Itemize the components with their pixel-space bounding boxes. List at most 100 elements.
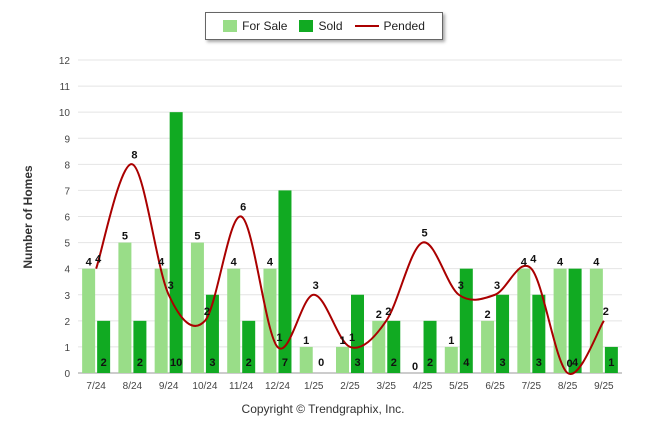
x-tick-label: 12/24 bbox=[265, 381, 290, 392]
bar-sold bbox=[532, 294, 546, 373]
data-label-for-sale: 4 bbox=[593, 257, 600, 269]
data-label-pended: 1 bbox=[349, 332, 355, 344]
bar-for-sale bbox=[517, 268, 531, 373]
legend-label-for-sale: For Sale bbox=[242, 19, 288, 33]
bar-for-sale bbox=[336, 346, 349, 373]
data-label-for-sale: 4 bbox=[158, 257, 165, 269]
bar-sold bbox=[496, 294, 510, 373]
x-tick-label: 9/25 bbox=[594, 381, 614, 392]
bars bbox=[82, 112, 618, 374]
data-label-for-sale: 0 bbox=[412, 361, 418, 373]
data-label-sold: 4 bbox=[572, 357, 579, 369]
bar-for-sale bbox=[82, 268, 96, 373]
data-label-sold: 2 bbox=[101, 357, 107, 369]
data-label-pended: 2 bbox=[385, 306, 391, 318]
bar-sold bbox=[604, 346, 618, 373]
x-tick-label: 1/25 bbox=[304, 381, 324, 392]
bar-for-sale bbox=[154, 268, 168, 373]
data-label-for-sale: 4 bbox=[231, 257, 238, 269]
bar-sold bbox=[278, 190, 292, 373]
data-label-for-sale: 1 bbox=[339, 335, 345, 347]
data-label-sold: 0 bbox=[318, 357, 324, 369]
data-label-for-sale: 1 bbox=[448, 335, 454, 347]
x-tick-label: 8/25 bbox=[558, 381, 578, 392]
pended-line bbox=[95, 163, 605, 375]
data-label-sold: 1 bbox=[608, 357, 614, 369]
y-tick-label: 5 bbox=[64, 239, 70, 250]
x-axis-ticks: 7/24 8/24 9/24 10/24 11/24 12/24 1/25 2/25 3/25 4… bbox=[86, 381, 614, 392]
legend-item-pended[interactable]: Pended bbox=[354, 19, 425, 33]
bar-for-sale bbox=[372, 320, 386, 373]
x-tick-label: 10/24 bbox=[192, 381, 217, 392]
legend-label-pended: Pended bbox=[383, 19, 425, 33]
bar-sold bbox=[459, 268, 473, 373]
copyright-text: Copyright © Trendgraphix, Inc. bbox=[241, 402, 405, 416]
y-tick-label: 7 bbox=[64, 186, 70, 197]
y-tick-label: 12 bbox=[59, 56, 71, 67]
y-tick-label: 10 bbox=[59, 108, 71, 119]
data-label-pended: 3 bbox=[458, 280, 464, 292]
y-tick-label: 4 bbox=[64, 265, 70, 276]
bar-for-sale bbox=[118, 242, 132, 373]
data-label-sold: 3 bbox=[500, 357, 506, 369]
bar-for-sale bbox=[589, 268, 603, 373]
bar-for-sale bbox=[299, 346, 313, 373]
y-tick-label: 0 bbox=[64, 369, 70, 380]
x-tick-label: 4/25 bbox=[413, 381, 433, 392]
data-label-pended: 6 bbox=[240, 202, 246, 214]
data-label-sold: 2 bbox=[246, 357, 252, 369]
data-label-for-sale: 4 bbox=[557, 257, 564, 269]
x-tick-label: 9/24 bbox=[159, 381, 179, 392]
y-tick-label: 11 bbox=[60, 82, 71, 93]
data-label-pended: 3 bbox=[168, 280, 174, 292]
bar-for-sale bbox=[263, 268, 277, 373]
bar-sold bbox=[423, 320, 437, 373]
data-label-sold: 4 bbox=[463, 357, 470, 369]
pended-series-line bbox=[95, 163, 605, 375]
x-tick-label: 11/24 bbox=[229, 381, 254, 392]
x-tick-label: 7/24 bbox=[86, 381, 106, 392]
y-axis-label: Number of Homes bbox=[21, 165, 35, 269]
grid-lines bbox=[78, 59, 622, 374]
x-tick-label: 8/24 bbox=[123, 381, 143, 392]
y-tick-label: 6 bbox=[64, 213, 70, 224]
bar-for-sale bbox=[227, 268, 241, 373]
sold-swatch-icon bbox=[299, 20, 314, 32]
bar-sold bbox=[351, 294, 364, 373]
x-tick-label: 5/25 bbox=[449, 381, 469, 392]
data-label-sold: 2 bbox=[391, 357, 397, 369]
x-tick-label: 2/25 bbox=[340, 381, 360, 392]
data-label-sold: 10 bbox=[170, 357, 182, 369]
data-label-pended: 2 bbox=[204, 306, 210, 318]
data-label-pended: 4 bbox=[530, 254, 537, 266]
data-label-for-sale: 1 bbox=[303, 335, 309, 347]
x-tick-label: 3/25 bbox=[377, 381, 397, 392]
bar-for-sale bbox=[444, 346, 458, 373]
bar-sold bbox=[169, 112, 183, 374]
data-label-for-sale: 5 bbox=[194, 231, 200, 243]
data-label-sold: 7 bbox=[282, 357, 288, 369]
data-label-pended: 0 bbox=[567, 358, 573, 370]
data-label-for-sale: 2 bbox=[485, 309, 491, 321]
pended-line-swatch-icon bbox=[354, 25, 379, 27]
data-label-pended: 3 bbox=[313, 280, 319, 292]
y-tick-label: 8 bbox=[64, 160, 70, 171]
data-label-pended: 5 bbox=[421, 228, 427, 240]
data-label-sold: 2 bbox=[427, 357, 433, 369]
data-label-for-sale: 2 bbox=[376, 309, 382, 321]
bar-sold bbox=[133, 320, 147, 373]
x-tick-label: 6/25 bbox=[485, 381, 505, 392]
data-label-pended: 4 bbox=[95, 254, 102, 266]
data-label-for-sale: 5 bbox=[122, 231, 128, 243]
bar-sold bbox=[568, 268, 582, 373]
data-label-for-sale: 4 bbox=[86, 257, 93, 269]
legend-item-sold[interactable]: Sold bbox=[299, 19, 343, 33]
for-sale-swatch-icon bbox=[223, 20, 238, 32]
data-label-for-sale: 4 bbox=[521, 257, 528, 269]
y-tick-label: 1 bbox=[64, 343, 70, 354]
y-tick-label: 9 bbox=[64, 134, 70, 145]
legend-item-for-sale[interactable]: For Sale bbox=[223, 19, 287, 33]
